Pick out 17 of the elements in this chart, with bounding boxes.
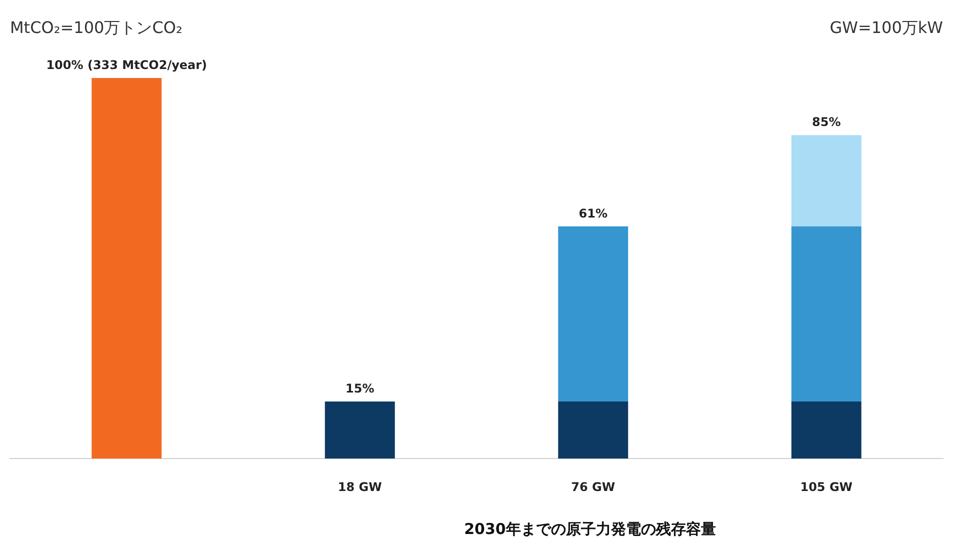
total-label: 100% (333 MtCO2/year) — [46, 58, 208, 72]
total-label: 15% — [346, 382, 374, 396]
x-tick-label: 18 GW — [338, 480, 382, 494]
bar — [324, 402, 395, 459]
bar — [791, 226, 862, 402]
bar — [558, 402, 628, 459]
x-tick-label: 105 GW — [800, 480, 853, 494]
bar — [791, 402, 862, 459]
total-label: 61% — [578, 206, 608, 221]
total-label: 85% — [812, 115, 841, 130]
bar — [558, 226, 628, 402]
text: MtCO₂=100万トンCO₂ — [10, 18, 182, 39]
bar — [92, 78, 162, 459]
x-tick-label: 76 GW — [571, 480, 616, 494]
bar — [791, 135, 862, 226]
x-axis-title: 2030年までの原子力発電の残存容量 — [463, 520, 717, 539]
text: GW=100万kW — [830, 18, 943, 39]
